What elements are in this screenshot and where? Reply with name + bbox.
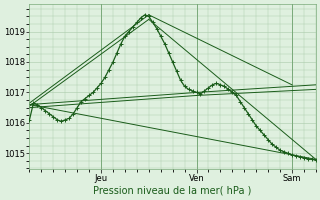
X-axis label: Pression niveau de la mer( hPa ): Pression niveau de la mer( hPa ) [93, 186, 252, 196]
